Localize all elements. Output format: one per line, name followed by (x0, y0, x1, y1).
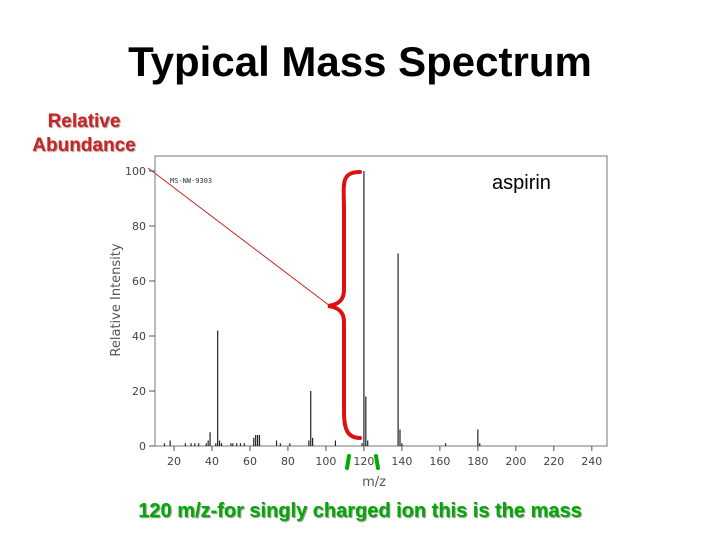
compound-label: aspirin (492, 172, 551, 194)
relative-abundance-line-2: Abundance (32, 135, 136, 156)
annotation-pointer-line (147, 167, 331, 307)
x-tick-label: 220 (543, 455, 564, 468)
y-tick-label: 80 (132, 220, 146, 233)
x-tick-label: 80 (281, 455, 295, 468)
y-axis-title: Relative Intensity (109, 243, 124, 356)
x-tick-label: 120 (353, 455, 374, 468)
y-tick-label: 0 (139, 440, 146, 453)
x-tick-label: 240 (581, 455, 602, 468)
y-axis: 0 20 40 60 80 100 (125, 165, 155, 453)
x-tick-label: 40 (205, 455, 219, 468)
spectrum-code-label: MS-NW-9303 (170, 177, 212, 185)
mass-120-bracket (345, 454, 380, 470)
x-tick-label: 140 (391, 455, 412, 468)
slide-title: Typical Mass Spectrum (128, 38, 592, 85)
y-tick-label: 20 (132, 385, 146, 398)
y-tick-label: 40 (132, 330, 146, 343)
slide-caption: 120 m/z-for singly charged ion this is t… (138, 500, 582, 522)
plot-frame (154, 155, 608, 447)
x-tick-label: 160 (429, 455, 450, 468)
y-tick-label: 60 (132, 275, 146, 288)
x-tick-label: 60 (243, 455, 257, 468)
x-tick-label: 180 (467, 455, 488, 468)
relative-abundance-line-1: Relative (47, 111, 121, 132)
x-tick-label: 200 (505, 455, 526, 468)
x-axis: 20 40 60 80 100 120 140 160 180 200 220 240 (167, 446, 602, 468)
x-axis-title: m/z (362, 475, 386, 490)
x-tick-label: 20 (167, 455, 181, 468)
relative-abundance-annotation: Relative Abundance (14, 110, 154, 158)
x-tick-label: 100 (315, 455, 336, 468)
peak-series (163, 171, 481, 446)
y-tick-label: 100 (125, 165, 146, 178)
curly-brace (327, 170, 362, 440)
plot-border (154, 155, 608, 447)
